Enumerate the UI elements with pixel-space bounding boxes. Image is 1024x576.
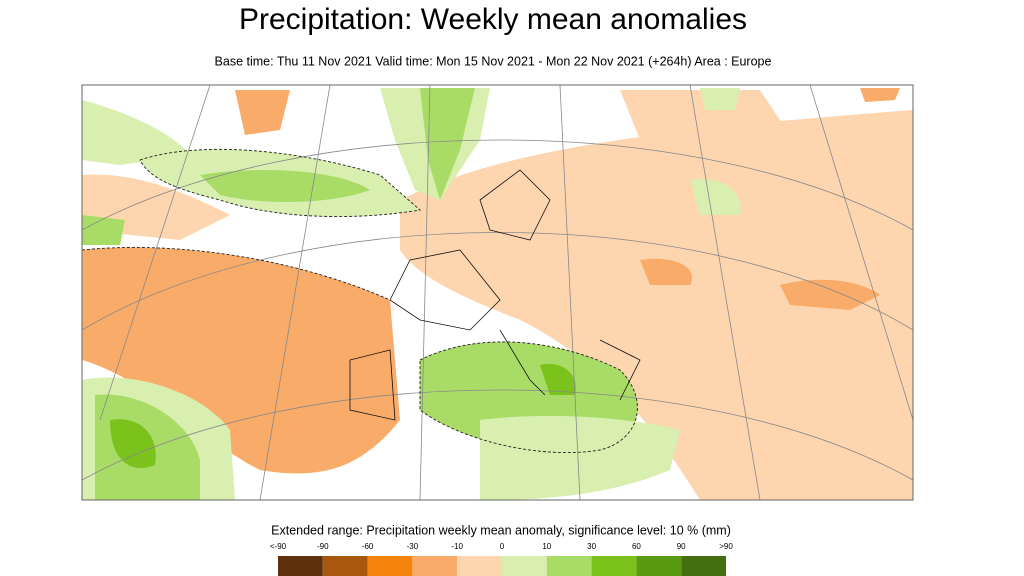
legend-swatch	[591, 556, 637, 576]
subtitle: Base time: Thu 11 Nov 2021 Valid time: M…	[215, 54, 772, 68]
legend-label: >90	[719, 542, 733, 551]
legend-swatch	[457, 556, 502, 576]
legend-swatch	[367, 556, 413, 576]
legend-label: -90	[317, 542, 329, 551]
coastlines	[349, 169, 641, 421]
legend-label: <-90	[270, 542, 287, 551]
legend-swatch	[636, 556, 682, 576]
legend-label: -10	[451, 542, 463, 551]
legend-title: Extended range: Precipitation weekly mea…	[271, 523, 731, 537]
graticule	[82, 85, 913, 500]
title: Precipitation: Weekly mean anomalies	[239, 3, 747, 36]
legend-label: 90	[677, 542, 686, 551]
legend: <-90 -90 -60 -30 -10 0 10 30 60 90 >90	[270, 542, 733, 576]
legend-label: -60	[362, 542, 374, 551]
legend-swatch	[681, 556, 726, 576]
legend-label: -30	[407, 542, 419, 551]
legend-label: 30	[587, 542, 596, 551]
significance-contours	[82, 148, 638, 453]
legend-swatch	[412, 556, 458, 576]
legend-swatch	[502, 556, 547, 576]
legend-label: 60	[632, 542, 641, 551]
legend-swatch	[322, 556, 368, 576]
map	[82, 85, 913, 500]
legend-swatch	[278, 556, 323, 576]
legend-label: 10	[542, 542, 551, 551]
legend-label: 0	[500, 542, 505, 551]
map-frame	[81, 84, 914, 501]
legend-swatch	[546, 556, 592, 576]
